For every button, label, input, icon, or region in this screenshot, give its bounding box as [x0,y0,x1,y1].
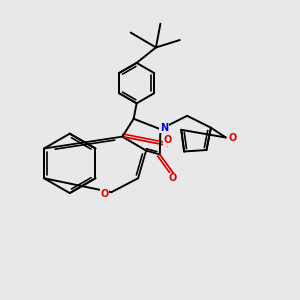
Text: O: O [228,133,236,143]
Text: N: N [160,123,168,133]
Text: O: O [101,189,109,199]
Text: O: O [168,173,176,183]
Text: O: O [164,135,172,145]
